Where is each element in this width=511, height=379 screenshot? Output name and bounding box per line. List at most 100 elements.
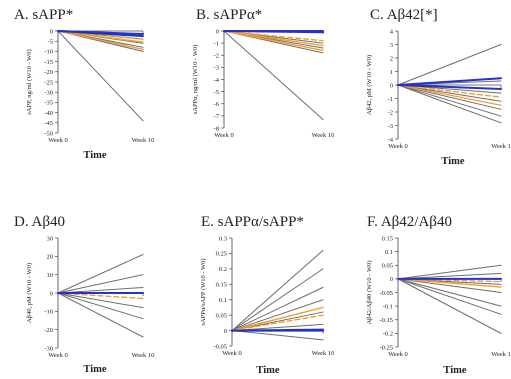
panel-b-y-tick-label: -1 [214, 40, 219, 47]
panel-d-x-tick-label: Week 0 [48, 352, 68, 359]
panel-f-y-tick-label: -0.1 [383, 303, 393, 310]
panel-f-y-tick-label: 0 [390, 276, 393, 283]
panel-c-y-tick-label: -3 [388, 123, 393, 130]
panel-c-x-tick-label: Week 0 [388, 143, 408, 150]
panel-a-x-tick-label: Week 10 [132, 137, 155, 144]
panel-a-series-line-orange [57, 30, 144, 51]
panel-a-y-tick-label: -5 [48, 39, 53, 46]
panel-f-y-tick-label: -0.2 [383, 331, 393, 338]
panel-e-y-axis-label: sAPPα/sAPP (W10 - W0) [200, 258, 207, 325]
panel-f-y-axis-label: Aβ42/Aβ40 (W10 - W0) [366, 260, 373, 324]
panel-d-name: Aβ40 [32, 214, 65, 230]
panel-c-series-line-gray [397, 44, 502, 86]
panel-a-y-tick-label: 0 [50, 28, 53, 35]
panel-b-y-tick-label: -5 [214, 89, 219, 96]
panel-e-y-tick-label: 0.2 [219, 266, 227, 273]
panel-f-series-line-gray [397, 278, 502, 315]
panel-b-x-tick-label: Week 10 [312, 132, 335, 139]
panel-e-series-line-gray [231, 330, 324, 341]
panel-e-plot: -0.05 0 0.05 0.1 0.15 0.2 0.25 0.3 Week 0 Week 10… [200, 235, 334, 376]
panel-c-x-tick-label: Week 1 [491, 143, 511, 150]
panel-a-y-axis-label: sAPP, ng/ml (W10 - W0) [26, 49, 33, 114]
panel-f-label: F. [367, 214, 378, 230]
panel-d-y-tick-label: -10 [44, 309, 53, 316]
panel-b-series-line-blue [223, 30, 324, 34]
panel-e-series-line-gray [231, 311, 324, 332]
panel-b-series-line-orange [223, 30, 324, 52]
panel-c-series-line-blue [397, 84, 502, 91]
panel-b-label: B. [196, 7, 210, 23]
panel-d-y-tick-label: -20 [44, 327, 53, 334]
panel-d-title: D. Aβ40 [14, 214, 65, 230]
panel-d-y-tick-label: 20 [47, 254, 54, 261]
panel-a-y-tick-label: -50 [44, 130, 53, 137]
panel-f-series-line-gray [397, 278, 502, 334]
panel-d-series-line-gray [57, 274, 144, 294]
panel-c-title: C. Aβ42[*] [370, 7, 438, 23]
panel-e-series-line-gray [231, 286, 324, 332]
panel-f-y-tick-label: 0.15 [382, 235, 393, 242]
panel-e-title: E. sAPPα/sAPP* [201, 214, 304, 230]
panel-e-y-tick-label: 0.25 [216, 251, 227, 258]
panel-a-y-tick-label: -45 [44, 120, 53, 127]
panel-a-label: A. [14, 7, 29, 23]
panel-f-series-line-gray [397, 278, 502, 293]
panel-e-series-line-gray [231, 299, 324, 332]
panel-c-y-tick-label: -1 [388, 96, 393, 103]
panel-b-y-tick-label: -2 [214, 53, 219, 60]
panel-d-series-line-gray [57, 292, 144, 338]
panel-a-y-tick-label: -25 [44, 79, 53, 86]
panel-a-y-tick-label: -20 [44, 69, 53, 76]
panel-b-y-tick-label: 0 [216, 28, 219, 35]
panel-a-y-tick-label: -15 [44, 59, 53, 66]
panel-f-series-line-orange [397, 278, 502, 288]
panel-d-y-tick-label: -30 [44, 345, 53, 352]
panel-e-series-line-gray [231, 249, 324, 332]
panel-b-name: sAPPα* [214, 7, 263, 23]
panel-a-title: A. sAPP* [14, 7, 73, 23]
panel-b-title: B. sAPPα* [196, 7, 262, 23]
panel-f-plot: -0.25 -0.2 -0.15 -0.1 -0.05 0 0.05 0.1 0.15 Week … [366, 235, 511, 376]
panel-e-y-tick-label: 0.15 [216, 282, 227, 289]
panel-e-x-tick-label: Week 0 [222, 350, 242, 357]
panel-c-y-tick-label: 1 [390, 69, 393, 76]
panel-f-x-tick-label: Week 0 [388, 351, 408, 358]
panel-a-y-tick-label: -40 [44, 110, 53, 117]
panel-f-y-tick-label: -0.25 [379, 344, 393, 351]
panel-c-plot: -4 -3 -2 -1 0 1 2 3 4 Week 0 Week 1 Aβ42, pM (W10 -… [366, 28, 511, 167]
panel-c-y-tick-label: -2 [388, 109, 393, 116]
panel-f-series-line-gray [397, 264, 502, 280]
panel-b-series-line-orange [223, 30, 324, 47]
panel-d-y-tick-label: 30 [47, 235, 54, 242]
panel-a-series-line-orange [57, 30, 144, 43]
panel-a-y-tick-label: -35 [44, 100, 53, 107]
panel-a-x-axis-label: Time [83, 150, 106, 161]
panel-f-y-tick-label: -0.05 [379, 290, 393, 297]
panel-e-y-tick-label: -0.05 [213, 343, 227, 350]
panel-a-y-tick-label: -30 [44, 90, 53, 97]
panel-a-series-line-orange [57, 30, 144, 40]
panel-f-title: F. Aβ42/Aβ40 [367, 214, 452, 230]
panel-f-y-tick-label: 0.1 [385, 249, 393, 256]
panel-e-y-tick-label: 0 [224, 328, 227, 335]
panel-c-label: C. [370, 7, 384, 23]
panel-c-series-line-gray [397, 84, 502, 124]
panel-b-y-tick-label: -7 [214, 113, 220, 120]
panel-b-y-tick-label: -6 [214, 101, 220, 108]
panel-f-x-axis-label: Time [443, 365, 466, 376]
panel-b-y-tick-label: -4 [214, 77, 220, 84]
panel-f-series-line-gray [397, 278, 502, 307]
panel-e-name: sAPPα/sAPP* [218, 214, 304, 230]
panel-b-y-tick-label: -8 [214, 125, 219, 132]
panel-e-x-axis-label: Time [256, 365, 279, 376]
panel-c-y-axis-label: Aβ42, pM (W10 - W0) [366, 55, 373, 115]
panel-d-series-line-gray [57, 292, 144, 320]
panel-a-name: sAPP* [32, 7, 73, 23]
panel-e-series-line-orange [231, 314, 324, 332]
panel-c-x-axis-label: Time [441, 156, 464, 167]
panel-c-y-tick-label: 3 [390, 42, 393, 49]
panel-f-name: Aβ42/Aβ40 [381, 214, 452, 230]
panel-d-series-line-orange [57, 292, 144, 300]
